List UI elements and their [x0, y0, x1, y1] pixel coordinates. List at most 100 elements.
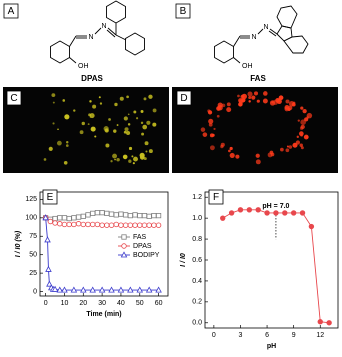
atom-label: N — [251, 34, 256, 41]
panel-box — [42, 189, 58, 205]
marker — [108, 211, 115, 217]
dot — [144, 141, 149, 146]
dot — [262, 98, 268, 104]
dot — [133, 110, 137, 114]
dot — [110, 160, 113, 163]
dot — [213, 127, 216, 131]
dot — [300, 124, 305, 130]
dot — [229, 152, 235, 159]
dot — [89, 100, 92, 103]
dot — [280, 147, 284, 152]
dot — [288, 101, 295, 107]
dot — [253, 91, 259, 96]
dot — [285, 99, 290, 104]
y-tick-label: 1.2 — [192, 194, 202, 201]
legend-label: FAS — [133, 234, 147, 241]
dot — [136, 117, 139, 120]
atom-label: N — [263, 24, 268, 31]
dot — [200, 127, 206, 132]
marker — [75, 214, 82, 220]
marker — [90, 210, 96, 216]
dot — [299, 143, 303, 147]
dot — [271, 101, 274, 104]
dot — [278, 95, 284, 101]
y-tick-label: 0.4 — [192, 278, 202, 285]
dot — [116, 124, 119, 126]
marker — [132, 212, 138, 218]
marker — [155, 213, 162, 219]
marker — [155, 222, 162, 228]
marker — [94, 210, 101, 216]
dot — [303, 134, 309, 140]
y-tick-label: 0 — [33, 288, 37, 295]
panel-box — [175, 3, 191, 19]
marker — [118, 211, 124, 217]
dot — [131, 155, 134, 158]
marker — [45, 265, 52, 272]
x-tick-label: 3 — [239, 332, 243, 339]
dot — [114, 102, 118, 107]
y-tick-label: 75 — [29, 233, 37, 240]
marker — [42, 214, 49, 221]
marker — [127, 222, 134, 228]
x-axis-label: Time (min) — [86, 311, 121, 318]
marker — [56, 286, 64, 293]
dot — [255, 153, 260, 158]
marker — [290, 210, 297, 216]
marker — [113, 212, 119, 218]
legend-label: DPAS — [133, 243, 152, 250]
marker — [99, 210, 105, 216]
annotation: pH = 7.0 — [262, 203, 289, 210]
marker — [113, 221, 119, 228]
panel-box — [208, 189, 224, 205]
y-tick-label: 125 — [25, 196, 37, 203]
marker — [299, 210, 306, 216]
dot — [87, 123, 90, 126]
marker — [104, 222, 110, 228]
dot — [145, 150, 148, 153]
x-tick-label: 12 — [316, 332, 324, 339]
dot — [217, 102, 223, 108]
dot — [128, 159, 132, 163]
panel-label: F — [213, 192, 219, 203]
molecule-fas — [214, 5, 309, 64]
y-axis-label: I / I0 — [180, 253, 187, 267]
dot — [62, 99, 66, 102]
x-axis-label: pH — [267, 343, 276, 350]
marker — [90, 221, 96, 228]
dot — [128, 146, 133, 151]
dot — [52, 101, 55, 104]
x-tick-label: 0 — [212, 332, 216, 339]
dot — [126, 95, 129, 99]
marker — [70, 286, 78, 293]
dot — [126, 130, 131, 136]
marker — [122, 222, 129, 228]
marker — [117, 286, 125, 293]
panel-label: D — [180, 93, 187, 104]
dot — [105, 143, 110, 148]
marker — [137, 222, 143, 228]
marker — [99, 222, 105, 228]
marker — [326, 320, 332, 326]
dot — [139, 152, 145, 158]
marker — [71, 221, 77, 228]
y-tick-label: 50 — [29, 252, 37, 259]
marker — [141, 213, 148, 219]
marker — [46, 280, 53, 287]
x-tick-label: 20 — [79, 300, 87, 307]
dot — [65, 144, 69, 147]
dot — [152, 108, 157, 113]
x-tick-label: 0 — [44, 300, 48, 307]
marker — [132, 222, 138, 228]
molecule-dpas — [50, 0, 145, 64]
atom-label: N — [101, 23, 106, 30]
dot — [235, 154, 240, 159]
marker — [137, 213, 143, 219]
marker — [317, 319, 323, 325]
dot — [132, 162, 135, 165]
dot — [209, 145, 215, 151]
dot — [208, 118, 214, 124]
dot — [208, 122, 213, 127]
dot — [209, 133, 214, 138]
